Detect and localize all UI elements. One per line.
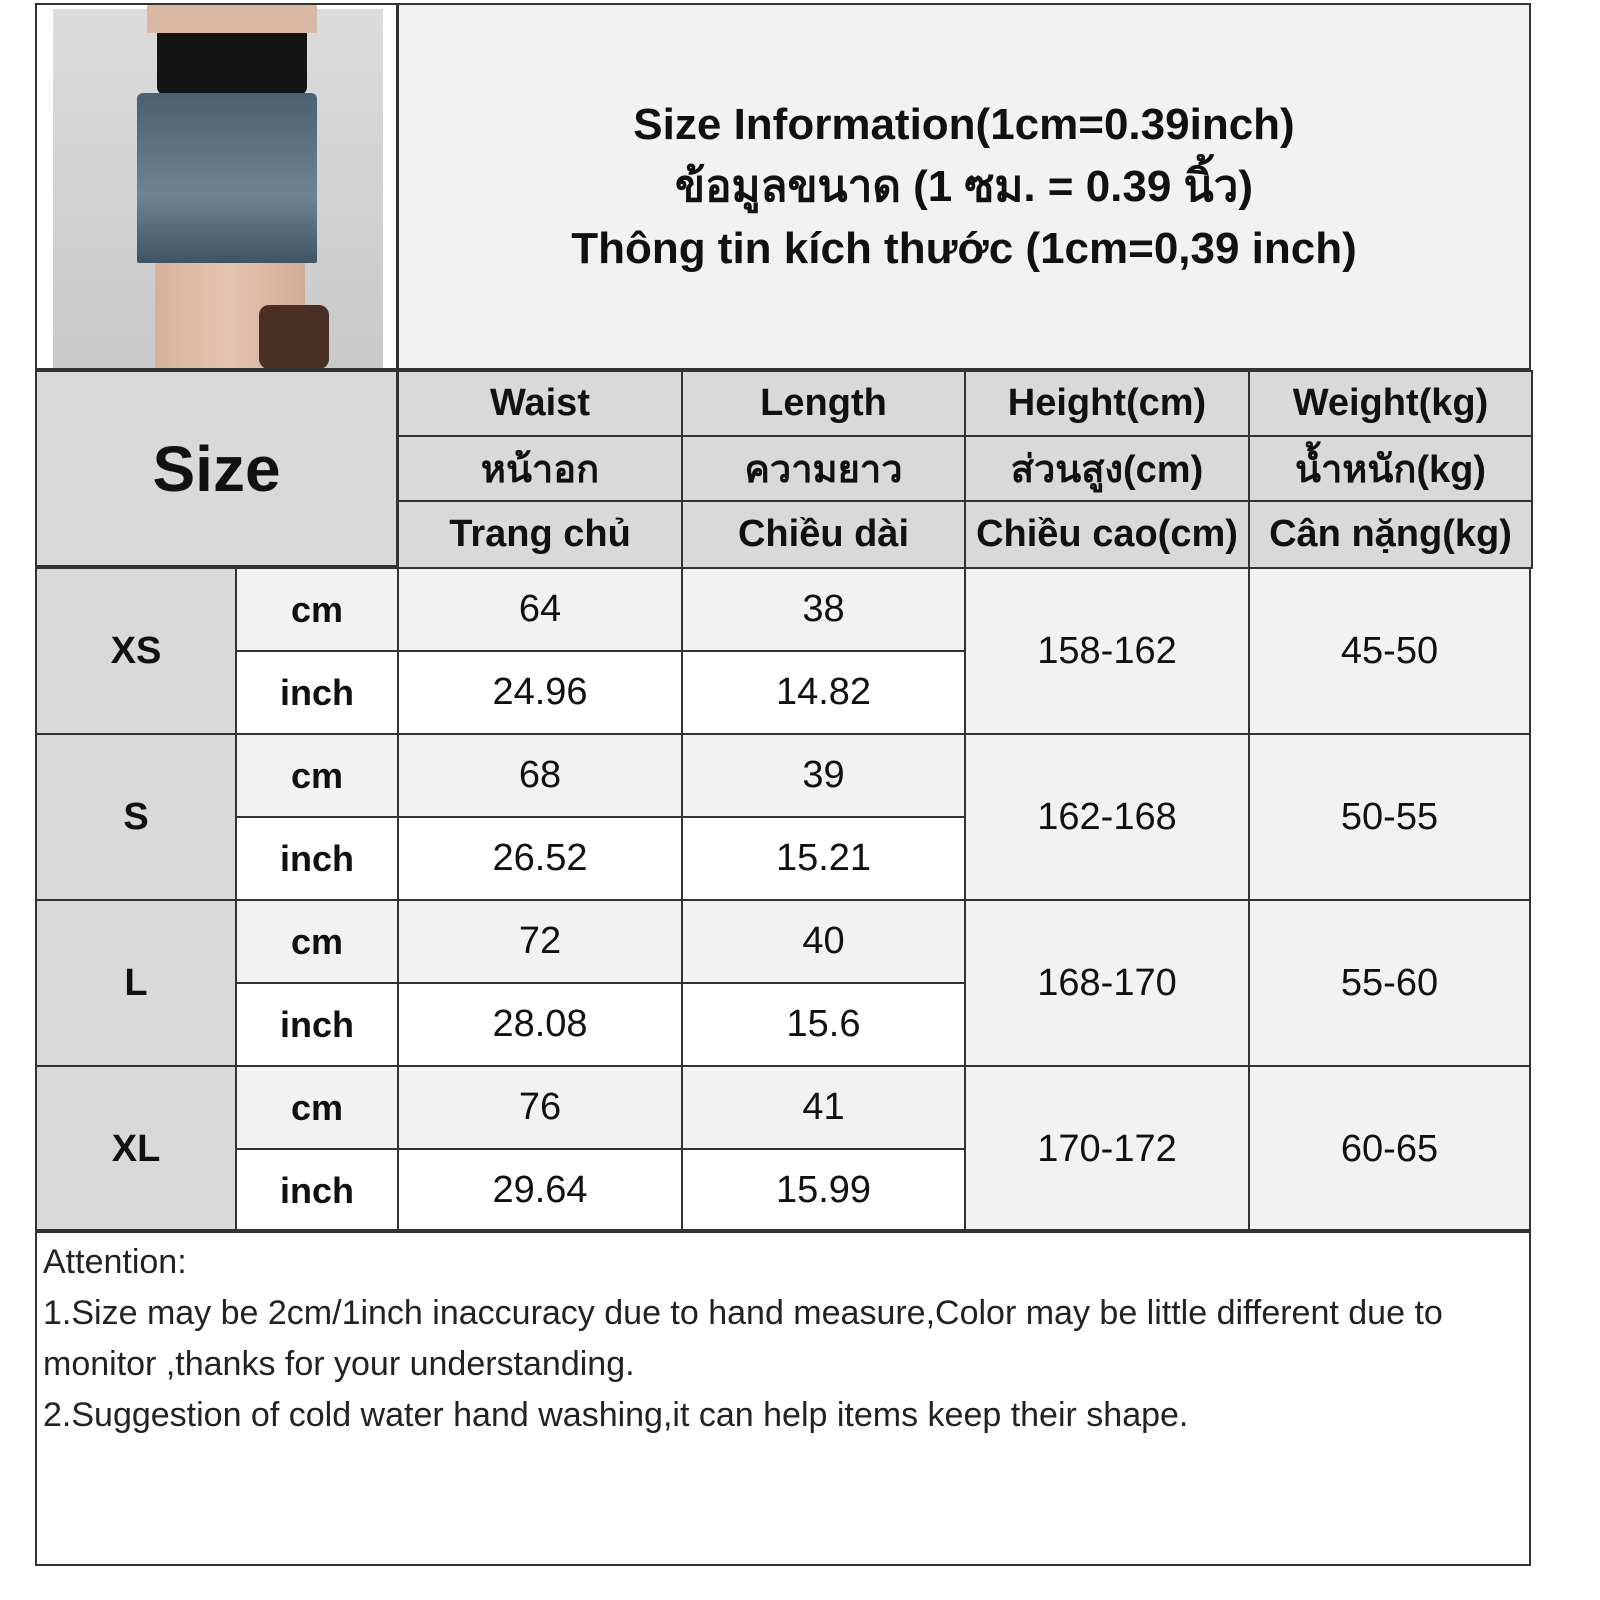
column-header-vi: Chiều cao(cm) <box>964 500 1250 569</box>
column-header-th: ส่วนสูง(cm) <box>964 435 1250 502</box>
height-range: 162-168 <box>964 733 1250 901</box>
column-header-en: Waist <box>397 370 683 437</box>
column-header-vi: Trang chủ <box>397 500 683 569</box>
column-header-en: Height(cm) <box>964 370 1250 437</box>
weight-range: 60-65 <box>1248 1065 1531 1233</box>
attention-line-2: 2.Suggestion of cold water hand washing,… <box>43 1396 1189 1434</box>
waist-inch-value: 24.96 <box>397 650 683 735</box>
bag <box>259 305 329 368</box>
length-cm-value: 41 <box>681 1065 966 1150</box>
unit-label-cm: cm <box>235 567 399 652</box>
height-range: 168-170 <box>964 899 1250 1067</box>
length-inch-value: 14.82 <box>681 650 966 735</box>
waist-inch-value: 28.08 <box>397 982 683 1067</box>
unit-label-inch: inch <box>235 1148 399 1233</box>
model-skin <box>147 5 317 33</box>
attention-note: Attention: 1.Size may be 2cm/1inch inacc… <box>35 1229 1531 1566</box>
size-info-title: Size Information(1cm=0.39inch) ข้อมูลขนา… <box>397 3 1531 370</box>
waist-inch-value: 26.52 <box>397 816 683 901</box>
length-inch-value: 15.21 <box>681 816 966 901</box>
size-header: Size <box>35 370 398 567</box>
product-photo <box>35 3 398 370</box>
model-top <box>157 25 307 95</box>
waist-cm-value: 72 <box>397 899 683 984</box>
unit-label-cm: cm <box>235 733 399 818</box>
height-range: 158-162 <box>964 567 1250 735</box>
waist-inch-value: 29.64 <box>397 1148 683 1233</box>
attention-heading: Attention: <box>43 1243 187 1281</box>
title-vietnamese: Thông tin kích thước (1cm=0,39 inch) <box>571 223 1357 273</box>
height-range: 170-172 <box>964 1065 1250 1233</box>
column-header-en: Weight(kg) <box>1248 370 1533 437</box>
size-label: S <box>35 733 237 901</box>
column-header-th: น้ำหนัก(kg) <box>1248 435 1533 502</box>
size-label: XL <box>35 1065 237 1233</box>
unit-label-cm: cm <box>235 899 399 984</box>
denim-skirt <box>137 93 317 263</box>
length-cm-value: 39 <box>681 733 966 818</box>
weight-range: 45-50 <box>1248 567 1531 735</box>
length-inch-value: 15.99 <box>681 1148 966 1233</box>
waist-cm-value: 68 <box>397 733 683 818</box>
unit-label-inch: inch <box>235 816 399 901</box>
waist-cm-value: 64 <box>397 567 683 652</box>
size-label: L <box>35 899 237 1067</box>
title-thai: ข้อมูลขนาด (1 ซม. = 0.39 นิ้ว) <box>674 161 1253 211</box>
attention-line-1: 1.Size may be 2cm/1inch inaccuracy due t… <box>43 1294 1443 1383</box>
waist-cm-value: 76 <box>397 1065 683 1150</box>
length-cm-value: 38 <box>681 567 966 652</box>
column-header-vi: Chiều dài <box>681 500 966 569</box>
weight-range: 55-60 <box>1248 899 1531 1067</box>
length-cm-value: 40 <box>681 899 966 984</box>
title-english: Size Information(1cm=0.39inch) <box>633 99 1295 149</box>
unit-label-inch: inch <box>235 982 399 1067</box>
length-inch-value: 15.6 <box>681 982 966 1067</box>
weight-range: 50-55 <box>1248 733 1531 901</box>
column-header-vi: Cân nặng(kg) <box>1248 500 1533 569</box>
size-label: XS <box>35 567 237 735</box>
column-header-th: หน้าอก <box>397 435 683 502</box>
column-header-en: Length <box>681 370 966 437</box>
unit-label-cm: cm <box>235 1065 399 1150</box>
column-header-th: ความยาว <box>681 435 966 502</box>
unit-label-inch: inch <box>235 650 399 735</box>
